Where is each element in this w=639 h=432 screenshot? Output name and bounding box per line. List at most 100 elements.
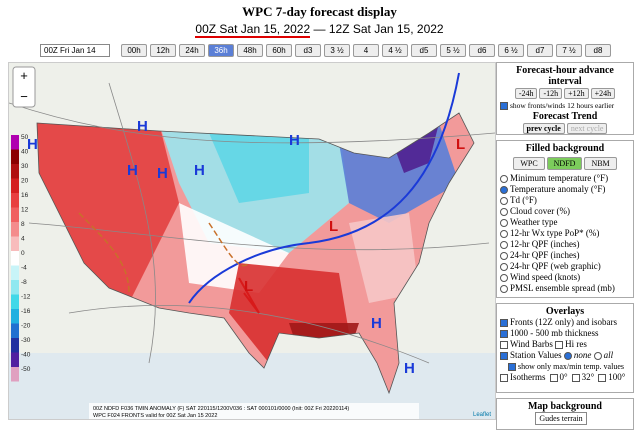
forecast-tab[interactable]: d8 [585, 44, 611, 57]
label: 100° [608, 372, 626, 382]
checkbox[interactable] [500, 329, 508, 338]
checkbox[interactable] [500, 102, 508, 111]
legend-swatch [11, 222, 19, 237]
legend-swatch [11, 236, 19, 251]
tab[interactable]: WPC [513, 157, 545, 170]
option[interactable]: 24-hr QPF (web graphic) [500, 261, 630, 272]
legend-label: -20 [21, 323, 31, 330]
forecast-tab[interactable]: 12h [150, 44, 176, 57]
zoom-in[interactable]: + [20, 68, 28, 83]
zoom-out[interactable]: − [20, 89, 28, 104]
forecast-tab[interactable]: 24h [179, 44, 205, 57]
checkbox[interactable] [500, 373, 508, 382]
option[interactable]: Station Values none all [500, 350, 630, 361]
label: Temperature anomaly (°F) [510, 184, 606, 194]
button[interactable]: +12h [564, 88, 589, 99]
legend-swatch [11, 135, 19, 150]
checkbox[interactable] [508, 363, 516, 372]
option[interactable]: PMSL ensemble spread (mb) [500, 283, 630, 294]
option[interactable]: 12-hr QPF (inches) [500, 239, 630, 250]
legend-label: -16 [21, 308, 31, 315]
checkbox[interactable] [500, 351, 508, 360]
separator: — [313, 22, 326, 36]
legend-swatch [11, 367, 19, 382]
forecast-tab[interactable]: d6 [469, 44, 495, 57]
checkbox[interactable] [555, 340, 564, 349]
forecast-tab[interactable]: 48h [237, 44, 263, 57]
radio[interactable] [500, 240, 508, 249]
anomaly-region [209, 133, 309, 203]
background-select[interactable]: Gudes terrain [535, 412, 587, 425]
legend-label: 40 [21, 149, 29, 156]
radio[interactable] [593, 351, 602, 360]
option[interactable]: Temperature anomaly (°F) [500, 184, 630, 195]
forecast-tab[interactable]: 3 ½ [324, 44, 350, 57]
label: PMSL ensemble spread (mb) [510, 283, 615, 293]
forecast-tab[interactable]: d3 [295, 44, 321, 57]
option[interactable]: Weather type [500, 217, 630, 228]
button[interactable]: -24h [514, 88, 538, 99]
radio[interactable] [500, 273, 508, 282]
label: all [603, 350, 614, 360]
button[interactable]: next cycle [566, 123, 608, 134]
forecast-tab[interactable]: 6 ½ [498, 44, 524, 57]
checkbox[interactable] [500, 318, 508, 327]
option[interactable]: Wind Barbs Hi res [500, 339, 630, 350]
label: Wind Barbs [510, 339, 553, 349]
radio[interactable] [500, 262, 508, 271]
option[interactable]: 12-hr Wx type PoP* (%) [500, 228, 630, 239]
pressure-center: H [404, 360, 415, 377]
option[interactable]: 1000 - 500 mb thickness [500, 328, 630, 339]
isobar [108, 82, 156, 364]
option[interactable]: Wind speed (knots) [500, 272, 630, 283]
legend-swatch [11, 323, 19, 338]
legend-swatch [11, 338, 19, 353]
radio[interactable] [500, 196, 508, 205]
radio[interactable] [500, 207, 508, 216]
button[interactable]: prev cycle [522, 123, 565, 134]
forecast-tab[interactable]: d7 [527, 44, 553, 57]
pressure-center: L [456, 136, 465, 153]
legend-label: -40 [21, 352, 31, 359]
radio[interactable] [500, 174, 508, 183]
forecast-tab[interactable]: 00h [121, 44, 147, 57]
label: 1000 - 500 mb thickness [510, 328, 599, 338]
option[interactable]: Fronts (12Z only) and isobars [500, 317, 630, 328]
heading: Map background [527, 401, 602, 412]
background-box: Map background Gudes terrain [496, 398, 634, 430]
option[interactable]: Td (°F) [500, 195, 630, 206]
option[interactable]: Minimum temperature (°F) [500, 173, 630, 184]
checkbox[interactable] [571, 373, 580, 382]
radio[interactable] [500, 185, 508, 194]
forecast-tab[interactable]: 4 [353, 44, 379, 57]
label: Hi res [565, 339, 587, 349]
option[interactable]: show fronts/winds 12 hours earlier [500, 100, 630, 111]
checkbox[interactable] [500, 340, 508, 349]
forecast-tab[interactable]: 4 ½ [382, 44, 408, 57]
forecast-tab[interactable]: 36h [208, 44, 234, 57]
init-select[interactable]: 00Z Fri Jan 14 [40, 44, 110, 57]
pressure-center: H [127, 162, 138, 179]
forecast-tab[interactable]: 60h [266, 44, 292, 57]
radio[interactable] [563, 351, 572, 360]
legend-label: 4 [21, 236, 25, 243]
button[interactable]: +24h [590, 88, 616, 99]
radio[interactable] [500, 251, 508, 260]
option[interactable]: show only max/min temp. values [500, 361, 630, 372]
option[interactable]: Cloud cover (%) [500, 206, 630, 217]
label: Td (°F) [510, 195, 537, 205]
forecast-tab[interactable]: 7 ½ [556, 44, 582, 57]
button[interactable]: -12h [539, 88, 563, 99]
checkbox[interactable] [549, 373, 558, 382]
radio[interactable] [500, 229, 508, 238]
forecast-tab[interactable]: d5 [411, 44, 437, 57]
option[interactable]: 24-hr QPF (inches) [500, 250, 630, 261]
forecast-tab[interactable]: 5 ½ [440, 44, 466, 57]
heading: Forecast-hour advance interval [516, 65, 614, 87]
label: 0° [559, 372, 568, 382]
radio[interactable] [500, 218, 508, 227]
tab[interactable]: NDFD [546, 157, 583, 170]
checkbox[interactable] [598, 373, 607, 382]
tab[interactable]: NBM [584, 157, 617, 170]
radio[interactable] [500, 284, 508, 293]
